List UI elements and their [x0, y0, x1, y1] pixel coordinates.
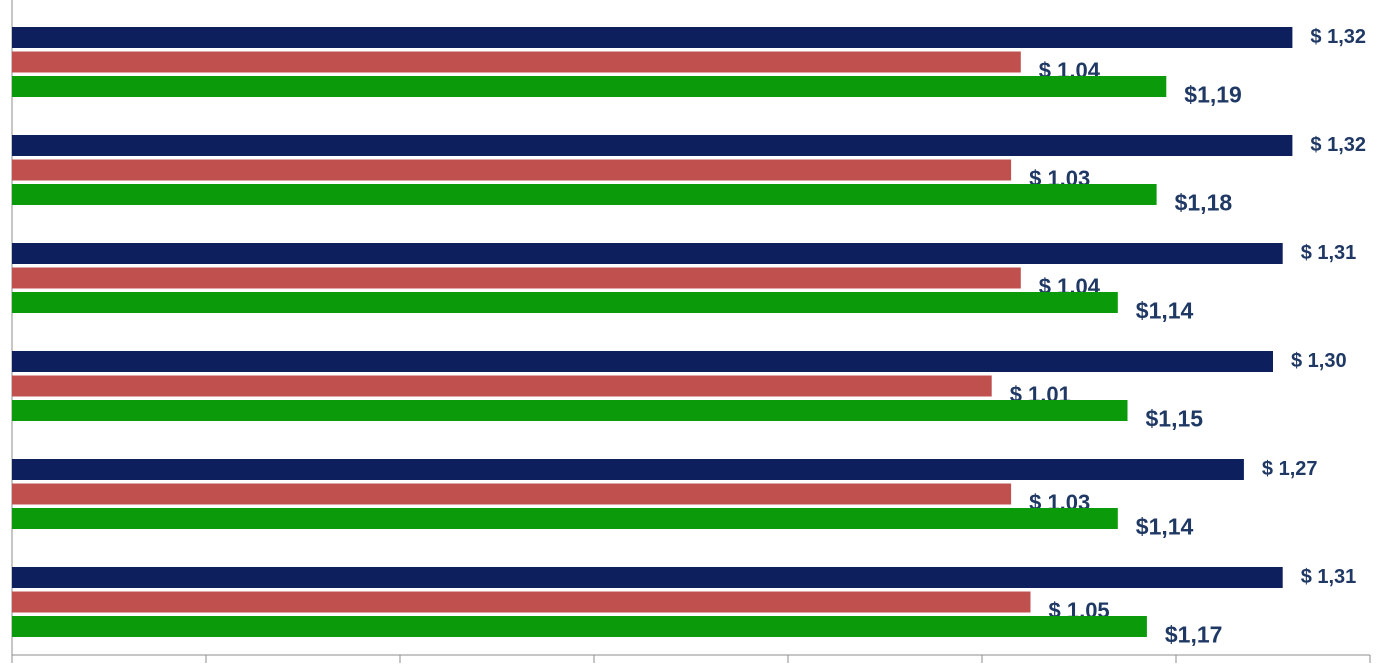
data-label: $ 1,31 — [1301, 566, 1357, 588]
bar — [12, 567, 1283, 588]
data-label: $1,18 — [1175, 190, 1233, 216]
bar — [12, 400, 1128, 421]
bar — [12, 267, 1021, 289]
bar — [12, 483, 1012, 505]
bar — [12, 51, 1021, 73]
bar — [12, 27, 1293, 48]
bar — [12, 591, 1031, 613]
data-label: $1,14 — [1136, 298, 1194, 324]
bar — [12, 184, 1157, 205]
data-label: $ 1,32 — [1310, 134, 1366, 156]
data-label: $1,17 — [1165, 622, 1223, 648]
bar — [12, 375, 992, 397]
bar — [12, 351, 1273, 372]
bar — [12, 616, 1147, 637]
bar — [12, 76, 1167, 97]
bar — [12, 292, 1118, 313]
bar — [12, 508, 1118, 529]
data-label: $1,19 — [1184, 82, 1242, 108]
data-label: $ 1,27 — [1262, 458, 1318, 480]
bar — [12, 459, 1244, 480]
bar — [12, 135, 1293, 156]
data-label: $1,15 — [1146, 406, 1204, 432]
data-label: $ 1,30 — [1291, 350, 1347, 372]
data-label: $1,14 — [1136, 514, 1194, 540]
data-label: $ 1,32 — [1310, 26, 1366, 48]
bar — [12, 159, 1012, 181]
bar — [12, 243, 1283, 264]
data-label: $ 1,31 — [1301, 242, 1357, 264]
